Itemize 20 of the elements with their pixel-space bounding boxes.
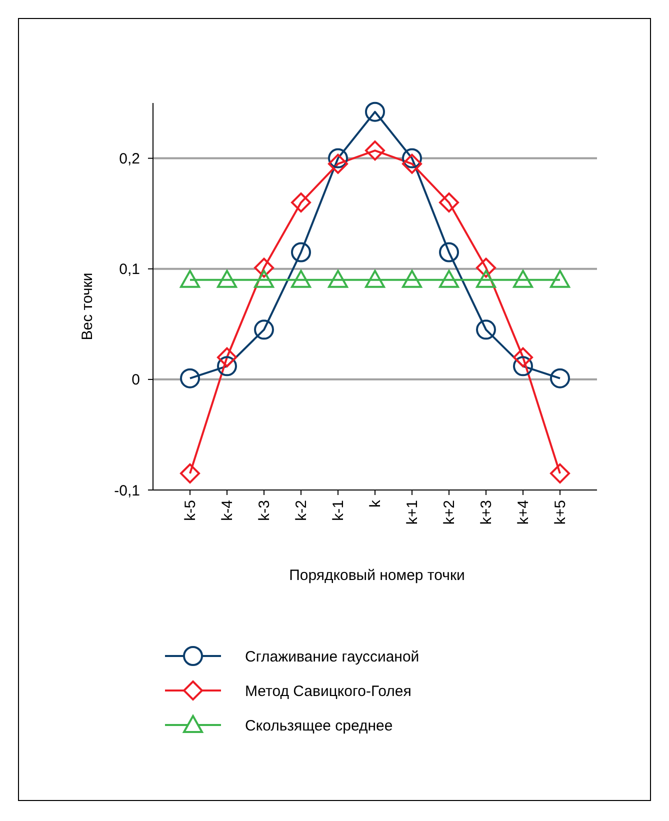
legend-label: Сглаживание гауссианой	[245, 648, 420, 666]
y-tick-label: -0,1	[114, 482, 140, 500]
x-tick-label: k+3	[478, 500, 495, 525]
x-tick-label: k	[367, 500, 384, 508]
x-tick-label: k-3	[256, 500, 273, 521]
y-tick-label: 0	[132, 372, 140, 389]
x-tick-label: k+2	[441, 500, 458, 525]
x-tick-label: k-4	[219, 500, 236, 521]
x-tick-label: k-1	[330, 500, 347, 521]
legend-label: Метод Савицкого-Голея	[245, 682, 412, 700]
x-tick-label: k+4	[515, 500, 532, 525]
legend-label: Скользящее среднее	[245, 717, 393, 734]
y-tick-label: 0,2	[119, 150, 140, 168]
y-tick-label: 0,1	[119, 261, 140, 278]
y-axis-title: Вес точки	[79, 272, 96, 340]
x-tick-label: k-5	[182, 500, 199, 521]
x-tick-label: k+1	[404, 500, 421, 525]
x-tick-label: k+5	[552, 500, 569, 525]
x-tick-label: k-2	[293, 500, 310, 521]
x-axis-title: Порядковый номер точки	[289, 567, 465, 584]
